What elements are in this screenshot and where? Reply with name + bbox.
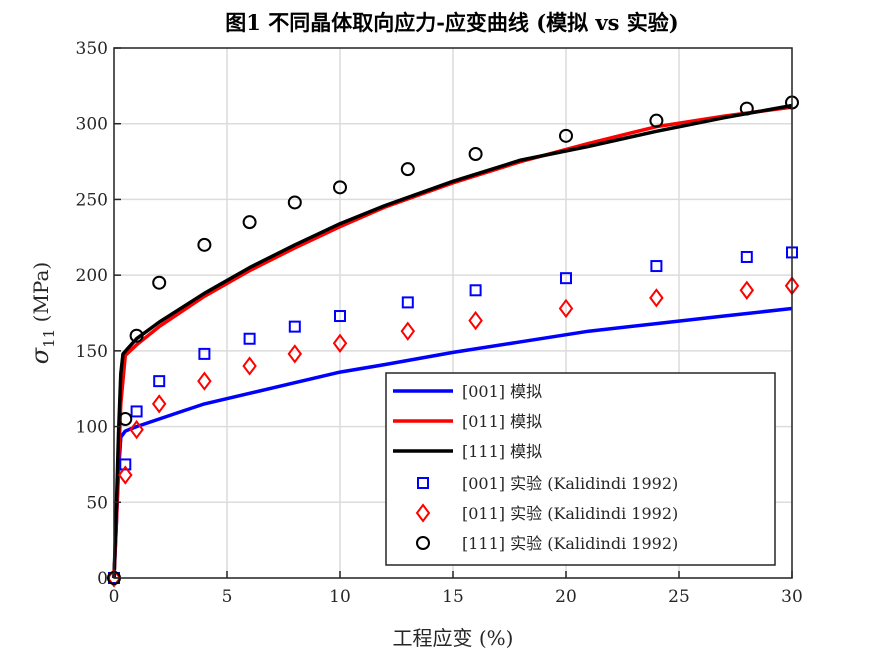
x-axis: 0 5 10 15 20 25 30 [109,571,803,607]
y-tick-label: 250 [76,190,108,210]
y-tick-label: 200 [76,266,108,286]
experimental-point-square [334,310,346,323]
simulated-line-2 [112,103,793,579]
experimental-point-circle [468,147,483,161]
experimental-point-circle [242,215,257,230]
experimental-point-diamond [468,310,483,331]
x-tick-label: 30 [781,587,803,607]
legend-marker-diamond [415,503,431,523]
x-tick-label: 25 [668,587,690,607]
y-tick-label: 150 [76,342,108,362]
experimental-point-square [401,296,414,309]
x-tick-label: 10 [329,587,351,607]
legend-label: [011] 模拟 [462,412,542,431]
x-tick-label: 5 [222,587,233,607]
experimental-point-diamond [739,280,755,300]
experimental-point-diamond [151,394,167,414]
y-axis-label: σ11 (MPa) [26,262,58,364]
series-layer [106,95,800,588]
experimental-point-square [560,272,572,285]
experimental-point-diamond [400,321,416,341]
experimental-point-square [153,375,166,388]
experimental-point-circle [152,275,167,290]
experimental-point-square [243,332,256,345]
experimental-point-circle [559,128,573,143]
experimental-point-square [130,405,143,418]
experimental-point-diamond [287,344,303,364]
x-tick-label: 20 [555,587,577,607]
legend-label: [111] 模拟 [462,442,542,461]
experimental-point-circle [400,162,415,177]
experimental-point-circle [118,412,133,426]
legend-label: [001] 实验 (Kalidindi 1992) [462,474,678,493]
experimental-point-circle [649,113,664,128]
experimental-point-diamond [242,356,257,376]
experimental-point-diamond [197,371,212,391]
experimental-point-square [740,250,753,263]
legend-label: [001] 模拟 [462,382,542,401]
experimental-point-circle [129,328,144,343]
experimental-point-square [198,347,211,360]
experimental-point-circle [739,101,754,116]
x-tick-label: 0 [109,587,120,607]
experimental-point-diamond [106,568,122,588]
y-tick-label: 0 [97,569,108,589]
y-label-unit: (MPa) [29,262,53,323]
experimental-point-square [119,458,132,471]
svg-text:σ11 (MPa): σ11 (MPa) [26,262,58,364]
y-label-subscript: 11 [40,329,58,348]
experimental-point-square [288,320,301,333]
legend-marker-square [417,477,429,489]
experimental-point-square [650,260,663,273]
x-tick-label: 15 [442,587,464,607]
experimental-point-square [469,284,482,297]
legend: [001] 模拟 [011] 模拟 [111] 模拟 [001] 实验 (Kalidi… [385,372,776,566]
experimental-point-diamond [332,333,348,353]
y-tick-label: 50 [86,493,108,513]
y-label-symbol: σ [26,347,54,364]
experimental-point-circle [197,237,212,252]
experimental-point-diamond [129,419,144,440]
experimental-point-diamond [649,288,664,308]
experimental-point-diamond [118,465,133,485]
experimental-point-circle [287,195,302,210]
y-tick-label: 350 [76,39,108,59]
y-axis: 0 50 100 150 200 250 300 350 [76,39,121,589]
y-tick-label: 100 [76,418,108,438]
x-axis-label: 工程应变 (%) [393,626,514,650]
legend-label: [011] 实验 (Kalidindi 1992) [462,504,678,523]
y-tick-label: 300 [76,115,108,135]
experimental-point-circle [333,180,347,195]
legend-label: [111] 实验 (Kalidindi 1992) [462,534,678,553]
chart-title: 图1 不同晶体取向应力-应变曲线 (模拟 vs 实验) [225,10,678,35]
legend-marker-circle [416,536,430,550]
experimental-point-diamond [558,298,574,319]
